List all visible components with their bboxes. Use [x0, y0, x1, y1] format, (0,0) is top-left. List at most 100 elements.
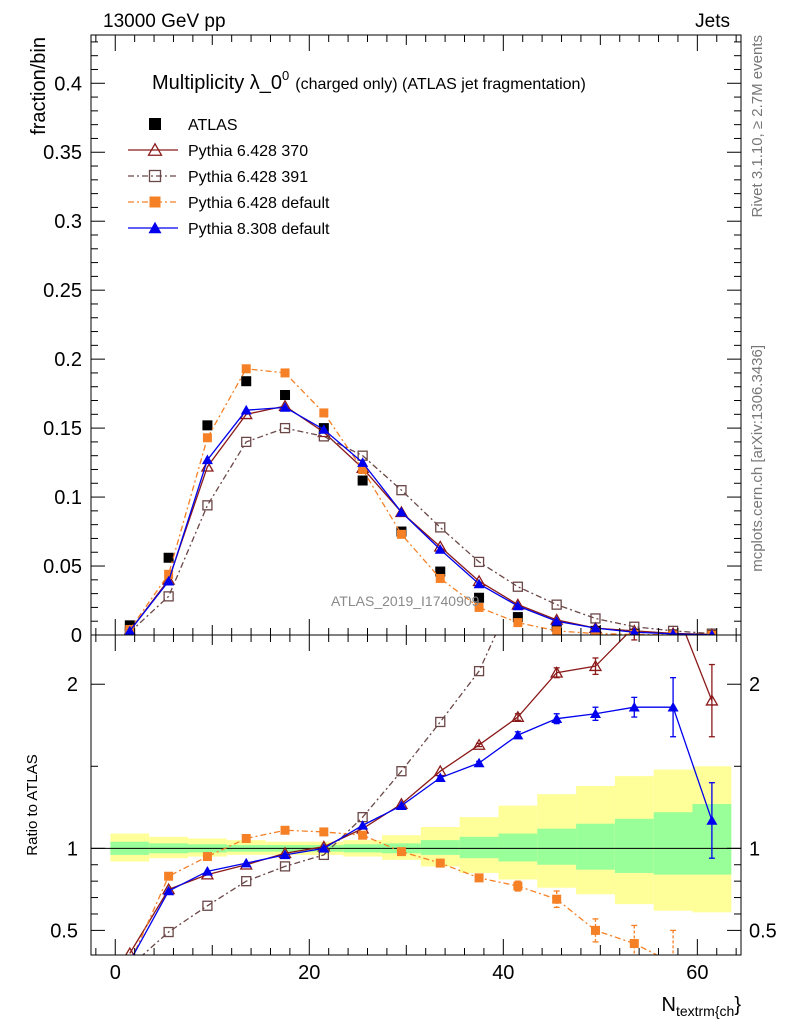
- series-point: [552, 626, 562, 635]
- band-inner: [459, 836, 499, 859]
- lower-frame: [90, 634, 742, 956]
- atlas-point: [280, 390, 291, 400]
- series-point: [473, 556, 485, 568]
- band-inner: [537, 828, 577, 865]
- ratio-point: [669, 959, 678, 968]
- side-label-mcplots: mcplots.cern.ch [arXiv:1306.3436]: [749, 345, 766, 572]
- series-point: [589, 622, 601, 633]
- ratio-axis-label: Ratio to ATLAS: [24, 754, 41, 855]
- series-point: [708, 629, 716, 635]
- series-point: [513, 618, 523, 628]
- y-tick-label: 0.4: [54, 73, 82, 95]
- ratio-point: [318, 843, 330, 853]
- axes: 00.050.10.150.20.250.30.350.40.5 0.51 12 20…: [43, 35, 777, 984]
- ratio-point: [124, 956, 135, 966]
- x-tick-label: 40: [492, 962, 514, 984]
- ratio-line: [132, 706, 713, 955]
- legend-label: Pythia 6.428 default: [188, 195, 330, 212]
- legend-label: Pythia 6.428 391: [188, 169, 308, 186]
- legend-label: ATLAS: [188, 117, 238, 134]
- series-point: [358, 464, 368, 474]
- ratio-point: [357, 820, 369, 830]
- atlas-point: [357, 475, 368, 486]
- y-tick-label: 0.15: [43, 418, 82, 440]
- series-point: [435, 522, 446, 533]
- series-point: [163, 575, 175, 586]
- ratio-point: [550, 666, 564, 678]
- atlas-point: [474, 592, 485, 603]
- x-axis-label: Ntextrm{ch}: [662, 994, 742, 1019]
- ratio-point: [551, 713, 563, 723]
- header-left: 13000 GeV pp: [103, 11, 226, 32]
- ratio-point: [667, 701, 679, 712]
- header-right: Jets: [695, 11, 730, 32]
- ratio-point: [240, 857, 252, 868]
- panel-frames: [90, 34, 742, 956]
- ratio-point: [396, 847, 406, 857]
- ratio-tick-label: 2: [67, 674, 78, 696]
- ratio-line: [141, 635, 497, 955]
- ratio-point: [202, 900, 213, 911]
- series-point: [396, 529, 406, 539]
- ratio-point: [511, 710, 525, 722]
- ratio-line: [129, 635, 713, 954]
- series-point: [434, 544, 446, 554]
- atlas-point: [241, 376, 252, 387]
- ratio-point: [280, 825, 290, 835]
- ratio-point: [435, 716, 446, 728]
- ratio-point: [707, 368, 716, 377]
- ratio-point: [202, 852, 212, 862]
- legend-label: Pythia 6.428 370: [188, 143, 308, 160]
- series-point: [669, 628, 677, 635]
- ratio-tick-label-right: 1: [749, 838, 760, 860]
- series-point: [474, 602, 484, 612]
- series-point: [512, 581, 524, 592]
- chart-title: Multiplicity λ_00(charged only) (ATLAS j…: [152, 68, 586, 94]
- ratio-point: [241, 833, 251, 843]
- y-tick-label: 0.1: [54, 487, 82, 509]
- ratio-point: [474, 873, 484, 883]
- series-point: [551, 599, 562, 610]
- series-point: [435, 573, 445, 583]
- ratio-point: [358, 830, 368, 840]
- series-point: [202, 433, 212, 443]
- ratio-point: [396, 766, 407, 777]
- x-tick-label: 60: [686, 962, 708, 984]
- series-point: [280, 368, 290, 378]
- series-line: [129, 406, 712, 635]
- ratio-point: [552, 516, 561, 525]
- ratio-point: [125, 946, 135, 955]
- ratio-point: [164, 871, 174, 881]
- y-tick-label: 0.25: [43, 280, 82, 302]
- series-point: [512, 600, 524, 611]
- legend-marker: [149, 196, 161, 208]
- ratio-point: [668, 597, 679, 607]
- atlas-point: [512, 612, 523, 623]
- legend: ATLAS Pythia 6.428 370 Pythia 6.428 391 Pyt…: [128, 117, 330, 238]
- atlas-point: [435, 566, 446, 577]
- series-point: [124, 625, 136, 635]
- series-point: [241, 364, 251, 374]
- ratio-tick-label-right: 2: [749, 674, 760, 696]
- series-point: [279, 422, 291, 434]
- ratio-point: [241, 876, 252, 887]
- ratio-tick-label: 0.5: [50, 920, 78, 942]
- x-tick-label: 0: [110, 962, 121, 984]
- ratio-point: [201, 866, 213, 876]
- lower-panel: [91, 766, 741, 913]
- ratio-series: [124, 368, 719, 984]
- y-tick-label: 0: [71, 625, 82, 647]
- band-inner: [498, 833, 538, 862]
- atlas-point: [202, 420, 213, 431]
- series-point: [279, 402, 291, 412]
- series-point: [318, 424, 330, 434]
- ratio-point: [163, 926, 174, 938]
- ratio-point: [590, 925, 600, 935]
- ratio-point: [707, 975, 716, 984]
- ratio-point: [706, 815, 718, 825]
- band-inner: [653, 812, 693, 875]
- ratio-point: [163, 885, 175, 896]
- legend-label: Pythia 8.308 default: [188, 221, 330, 238]
- ratio-point: [319, 827, 329, 837]
